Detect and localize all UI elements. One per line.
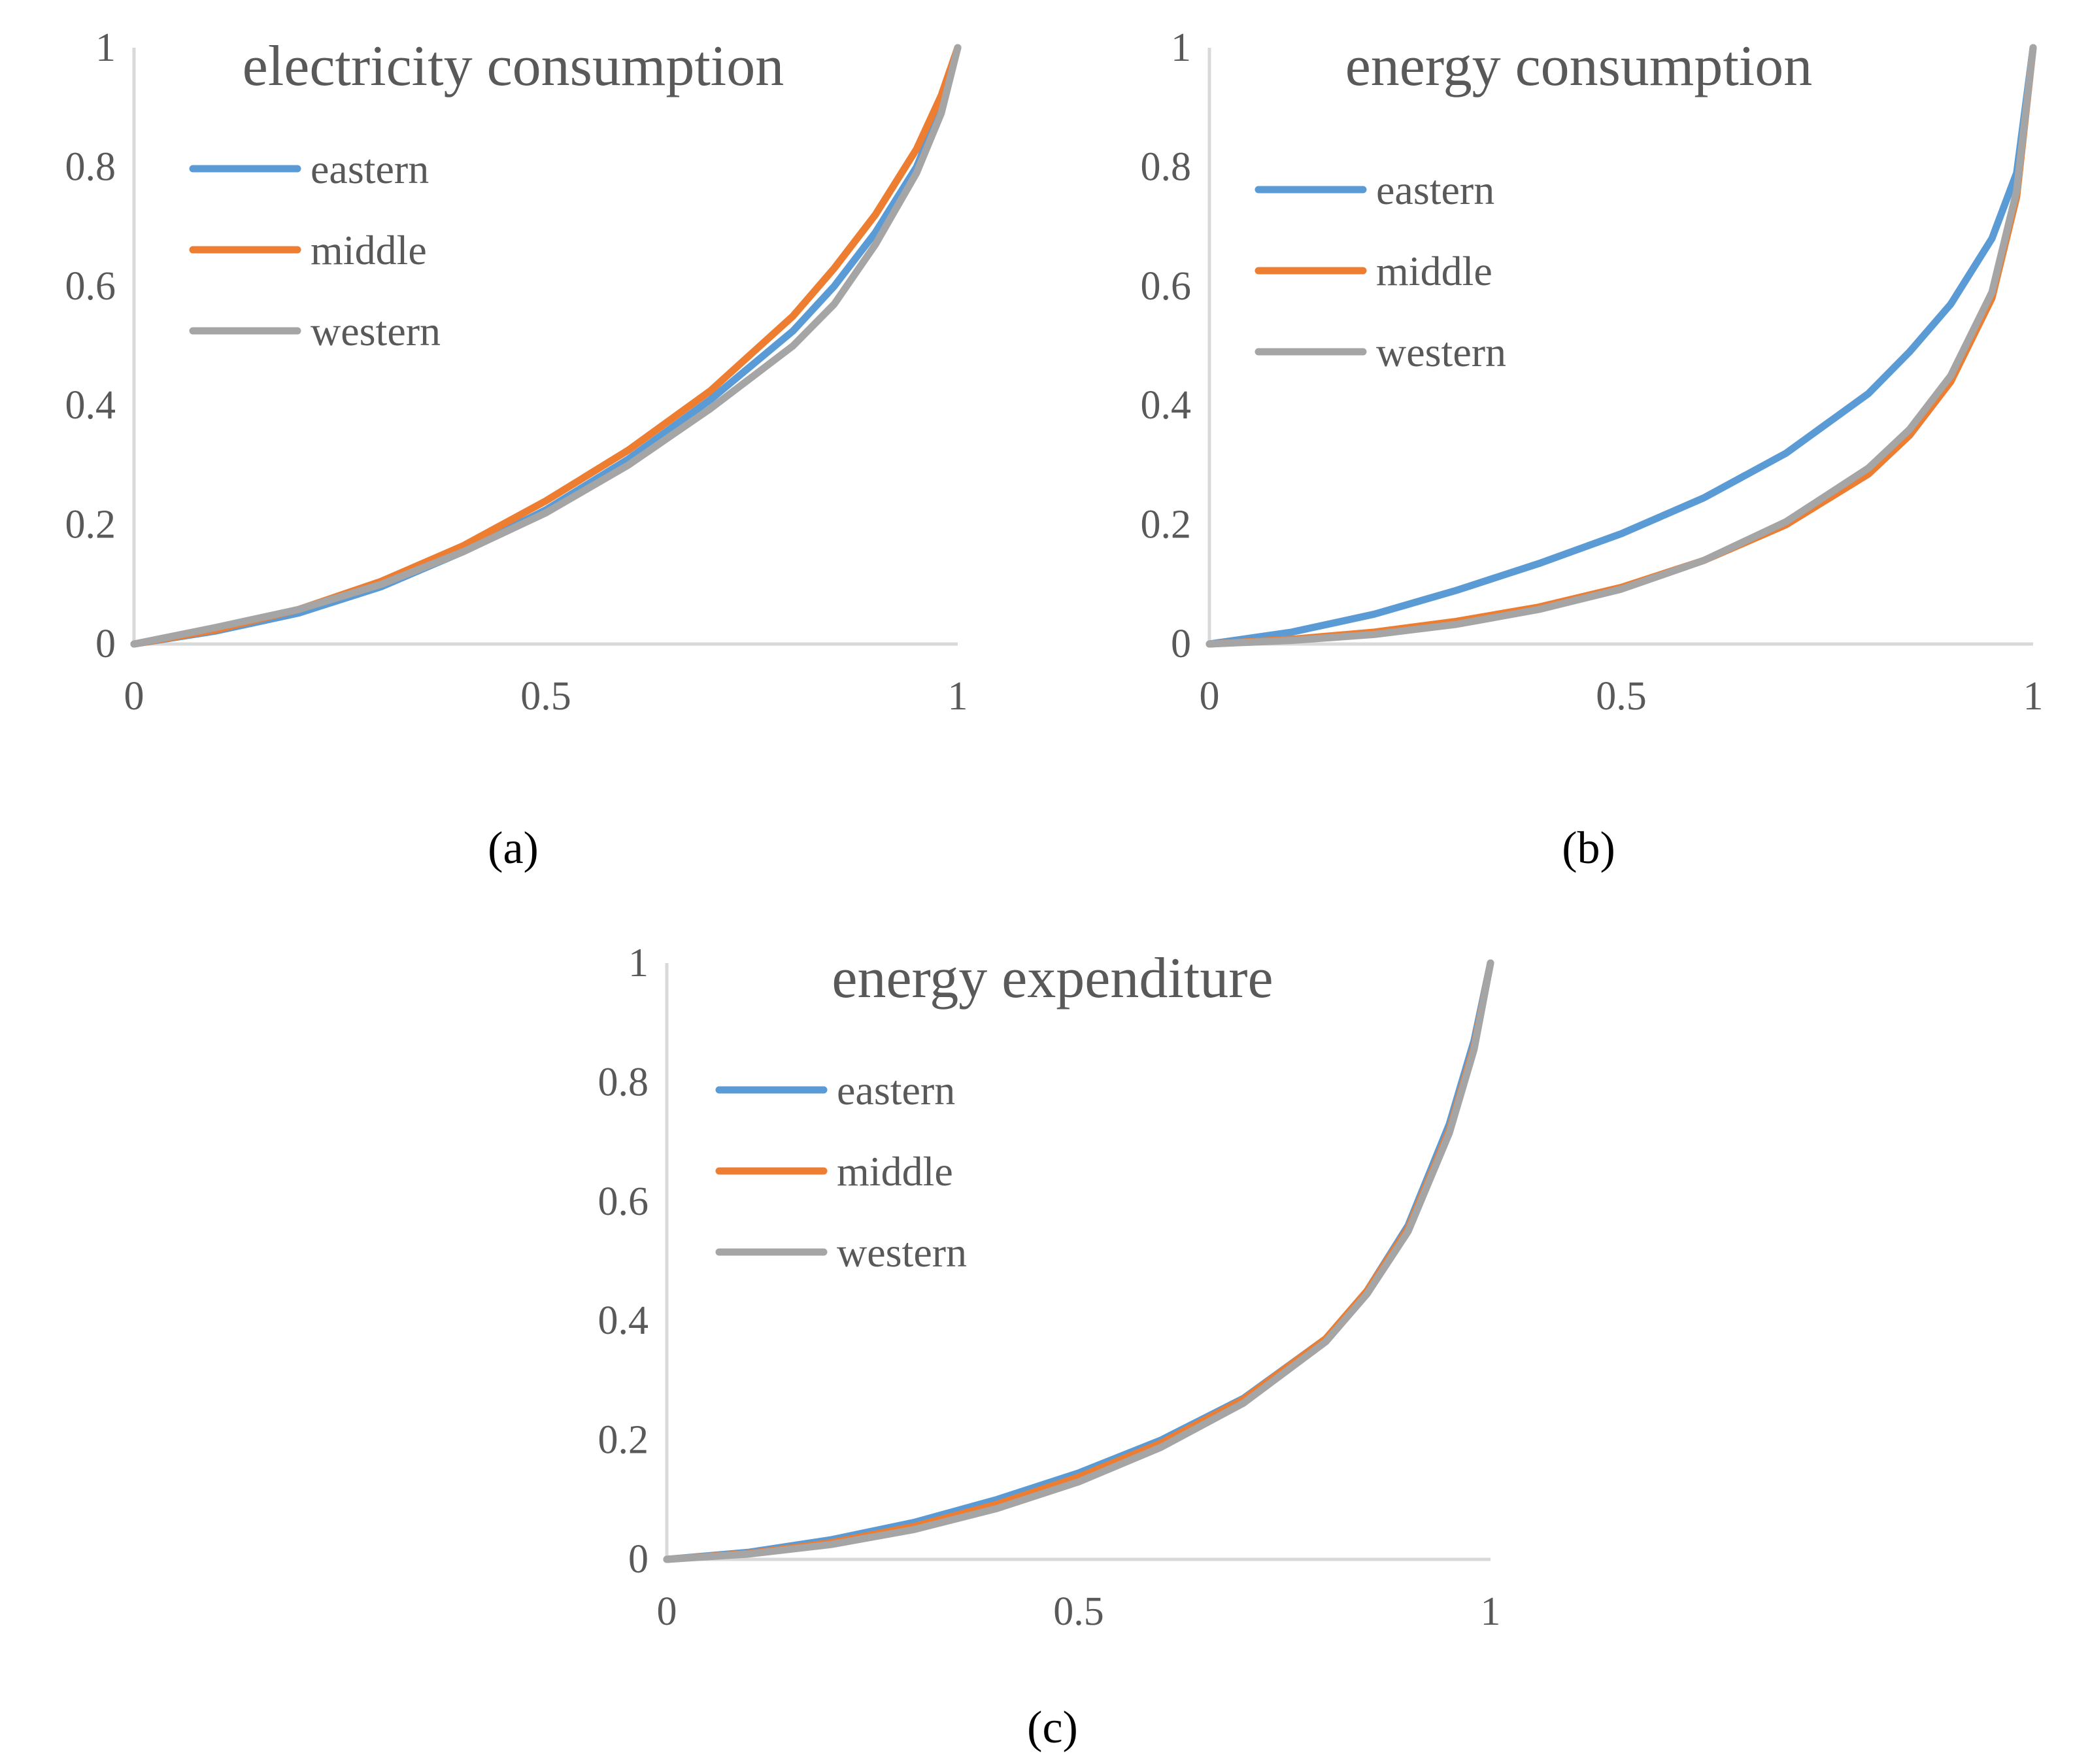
- chart-panel-2: 0 0.2 0.4 0.6 0.8 1 0 0.5 1 energy consumption eas…: [1141, 25, 2044, 874]
- chart-title: energy consumption: [1345, 35, 1812, 98]
- series-line-western: [663, 959, 1494, 1563]
- y-tick-label: 1: [1171, 25, 1191, 70]
- y-tick-label: 0: [95, 622, 116, 666]
- chart-panel-1: 0 0.2 0.4 0.6 0.8 1 0 0.5 1 electricity consumpti…: [65, 25, 968, 874]
- y-tick-label: 0: [1171, 622, 1191, 666]
- series-line-eastern: [130, 44, 962, 648]
- y-tick-label: 1: [628, 941, 649, 985]
- series-line-middle: [1205, 44, 2037, 648]
- series-line-eastern: [1205, 44, 2037, 648]
- y-tick-label: 0.4: [598, 1298, 649, 1343]
- y-tick-label: 0.6: [598, 1179, 649, 1224]
- x-tick-label: 1: [948, 674, 968, 719]
- y-tick-label: 0.4: [65, 383, 116, 428]
- x-tick-label: 0.5: [1596, 674, 1647, 719]
- x-tick-label: 1: [1481, 1589, 1501, 1634]
- x-tick-label: 1: [2023, 674, 2044, 719]
- legend-label-eastern: eastern: [837, 1067, 955, 1113]
- legend-label-middle: middle: [311, 227, 427, 273]
- series-line-western: [1205, 44, 2037, 648]
- y-tick-label: 1: [95, 25, 116, 70]
- y-tick-label: 0.8: [1141, 144, 1192, 189]
- y-tick-label: 0.4: [1141, 383, 1192, 428]
- x-tick-label: 0: [657, 1589, 677, 1634]
- y-tick-label: 0.2: [65, 503, 116, 547]
- legend: eastern middle western: [1255, 167, 1506, 375]
- x-tick-label: 0: [124, 674, 144, 719]
- legend-label-western: western: [1376, 329, 1506, 375]
- y-tick-label: 0.2: [598, 1418, 649, 1463]
- legend-label-eastern: eastern: [1376, 167, 1494, 213]
- y-tick-label: 0.2: [1141, 503, 1192, 547]
- y-tick-label: 0.6: [1141, 264, 1192, 309]
- panel-caption: (c): [1027, 1703, 1078, 1753]
- x-tick-label: 0.5: [1053, 1589, 1104, 1634]
- legend-label-middle: middle: [837, 1148, 953, 1195]
- x-tick-label: 0: [1200, 674, 1220, 719]
- series-line-western: [130, 44, 962, 648]
- chart-title: energy expenditure: [832, 947, 1273, 1010]
- legend-label-western: western: [837, 1229, 967, 1276]
- panel-caption: (b): [1562, 823, 1615, 874]
- chart-title: electricity consumption: [243, 35, 784, 98]
- y-tick-label: 0.8: [65, 144, 116, 189]
- chart-panel-3: 0 0.2 0.4 0.6 0.8 1 0 0.5 1 energy expenditure eas…: [598, 941, 1501, 1753]
- legend-label-eastern: eastern: [311, 146, 429, 192]
- series-line-eastern: [663, 959, 1494, 1563]
- y-tick-label: 0.8: [598, 1060, 649, 1104]
- legend-label-western: western: [311, 308, 441, 354]
- series-line-middle: [130, 44, 962, 648]
- y-tick-label: 0: [628, 1537, 649, 1582]
- y-tick-label: 0.6: [65, 264, 116, 309]
- legend: eastern middle western: [189, 146, 441, 354]
- x-tick-label: 0.5: [520, 674, 571, 719]
- panel-caption: (a): [488, 823, 539, 874]
- legend: eastern middle western: [715, 1067, 967, 1276]
- legend-label-middle: middle: [1376, 248, 1492, 294]
